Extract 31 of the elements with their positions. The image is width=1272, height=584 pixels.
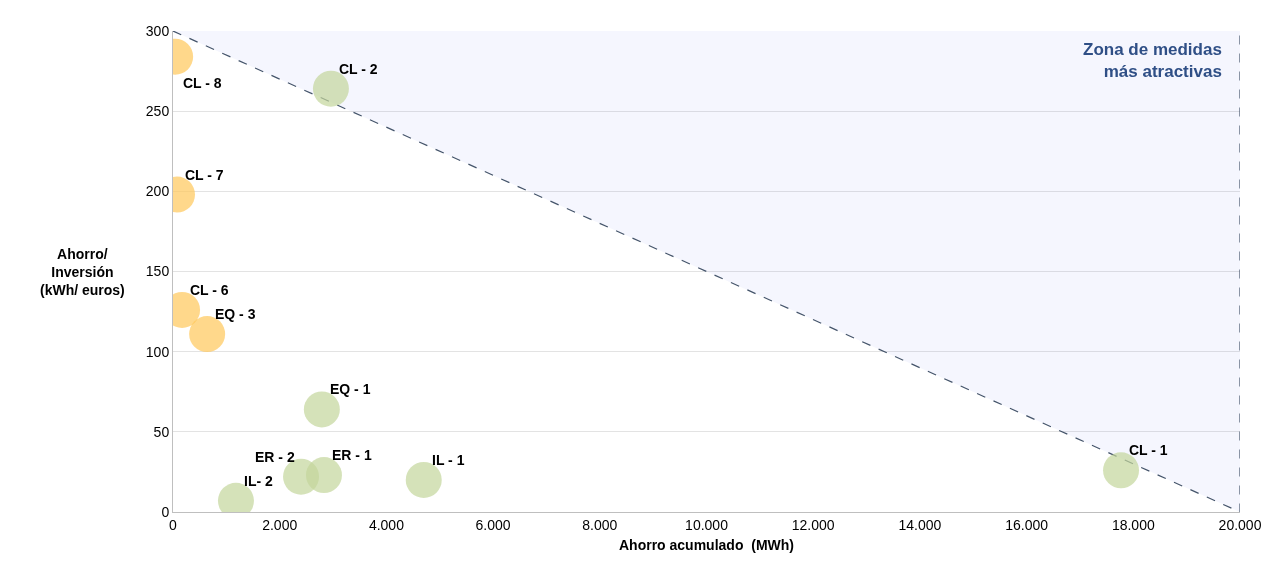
x-tick-label: 10.000: [685, 516, 729, 533]
annotation: Zona de medidas más atractivas: [1083, 40, 1222, 82]
annotation: EQ - 3: [215, 306, 256, 322]
y-tick-label: 250: [145, 103, 170, 120]
y-tick-label: 0: [161, 503, 170, 520]
x-tick-label: 14.000: [898, 516, 942, 533]
annotation: ER - 1: [332, 447, 372, 463]
x-tick-label: 12.000: [791, 516, 835, 533]
x-tick-label: 8.000: [582, 516, 618, 533]
annotation: ER - 2: [255, 449, 295, 465]
y-tick-label: 50: [153, 423, 170, 440]
annotation: EQ - 1: [330, 381, 371, 397]
annotation: CL - 2: [339, 61, 378, 77]
y-tick-label: 300: [145, 22, 170, 39]
annotation: CL - 8: [183, 75, 222, 91]
x-tick-label: 6.000: [475, 516, 511, 533]
annotation: CL - 1: [1129, 442, 1168, 458]
annotation: IL- 2: [244, 473, 273, 489]
x-tick-label: 2.000: [262, 516, 298, 533]
y-tick-label: 150: [145, 263, 170, 280]
annotation: IL - 1: [432, 452, 465, 468]
annotation: CL - 7: [185, 167, 224, 183]
x-tick-label: 20.000: [1218, 516, 1262, 533]
y-tick-label: 100: [145, 343, 170, 360]
x-tick-label: 18.000: [1111, 516, 1155, 533]
annotation: CL - 6: [190, 282, 229, 298]
x-tick-label: 4.000: [368, 516, 405, 533]
y-axis-title: Ahorro/ Inversión (kWh/ euros): [40, 246, 125, 299]
x-tick-label: 16.000: [1005, 516, 1049, 533]
y-tick-label: 200: [145, 183, 170, 200]
x-axis-title: Ahorro acumulado (MWh): [619, 537, 794, 554]
